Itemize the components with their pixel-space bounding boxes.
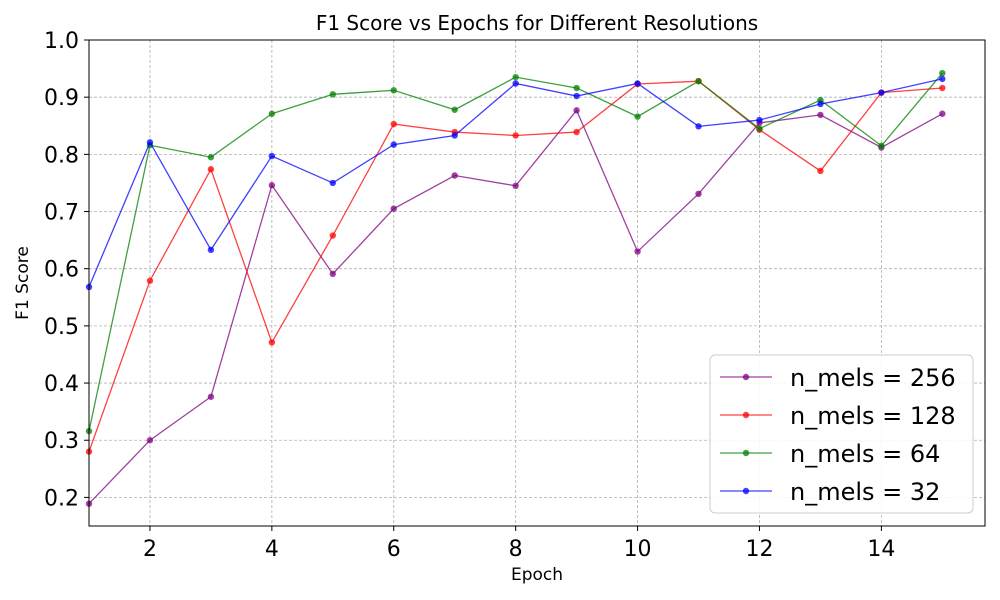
data-point	[512, 80, 519, 87]
x-axis-ticks: 2 4 6 8 10 12 14	[143, 526, 895, 562]
data-point	[451, 106, 458, 113]
series-layer	[85, 69, 946, 507]
data-point	[146, 139, 154, 146]
y-tick-label: 0.3	[44, 429, 79, 454]
data-point	[756, 116, 763, 124]
data-point	[573, 84, 580, 92]
data-point	[329, 270, 337, 278]
x-tick-label: 12	[745, 537, 773, 562]
data-point	[268, 339, 276, 346]
data-point	[573, 128, 580, 136]
y-tick-label: 0.4	[44, 372, 79, 397]
data-point	[207, 246, 215, 254]
data-point	[390, 87, 397, 94]
data-point	[390, 141, 397, 148]
legend: n_mels = 256 n_mels = 128 n_mels = 64 n_mel…	[709, 354, 974, 514]
data-point	[207, 393, 215, 400]
chart-title: F1 Score vs Epochs for Different Resolut…	[316, 11, 758, 35]
data-point	[146, 437, 154, 444]
series-n-mels-32	[85, 75, 946, 291]
data-point	[207, 166, 215, 173]
data-point	[329, 91, 337, 98]
data-point	[878, 89, 885, 96]
data-point	[695, 123, 702, 130]
data-point	[939, 84, 946, 92]
data-point	[512, 132, 519, 139]
data-point	[390, 205, 397, 212]
data-point	[817, 100, 824, 108]
legend-label: n_mels = 256	[790, 364, 956, 392]
data-point	[939, 69, 946, 77]
data-point	[573, 92, 580, 100]
x-tick-label: 2	[143, 537, 157, 562]
data-point	[329, 232, 337, 239]
data-point	[146, 277, 154, 284]
data-point	[939, 110, 946, 117]
legend-marker	[742, 373, 750, 381]
legend-marker	[742, 411, 750, 419]
data-point	[939, 75, 946, 83]
data-point	[634, 113, 641, 120]
legend-label: n_mels = 128	[790, 402, 956, 430]
data-point	[878, 142, 885, 149]
plot-area-frame	[88, 39, 986, 527]
legend-marker	[742, 487, 750, 495]
data-point	[634, 80, 641, 87]
x-tick-label: 14	[867, 537, 895, 562]
y-tick-label: 1.0	[44, 29, 79, 54]
data-point	[512, 182, 519, 189]
x-tick-label: 8	[509, 537, 523, 562]
y-tick-label: 0.2	[44, 486, 79, 511]
y-axis-label: F1 Score	[13, 246, 33, 320]
data-point	[451, 172, 458, 179]
legend-label: n_mels = 64	[790, 440, 940, 468]
series-n-mels-256	[85, 107, 946, 507]
data-point	[390, 120, 397, 128]
y-tick-label: 0.6	[44, 258, 79, 283]
legend-box	[709, 354, 974, 514]
data-point	[512, 73, 519, 81]
data-point	[207, 154, 215, 161]
data-point	[268, 182, 276, 189]
data-point	[756, 125, 763, 132]
data-point	[695, 77, 702, 85]
x-tick-label: 6	[387, 537, 401, 562]
y-tick-label: 0.7	[44, 201, 79, 226]
data-point	[329, 179, 337, 187]
y-tick-label: 0.5	[44, 315, 79, 340]
legend-label: n_mels = 32	[790, 478, 940, 506]
x-tick-label: 10	[624, 537, 652, 562]
x-axis-label: Epoch	[511, 565, 563, 585]
data-point	[268, 152, 276, 160]
data-point	[695, 190, 702, 198]
y-axis-ticks: 0.2 0.3 0.4 0.5 0.6 0.7 0.8 0.9 1.0	[44, 29, 89, 511]
data-point	[817, 167, 824, 175]
data-point	[268, 110, 276, 117]
data-point	[634, 248, 641, 255]
y-tick-label: 0.9	[44, 86, 79, 111]
legend-marker	[742, 449, 750, 457]
x-tick-label: 4	[265, 537, 279, 562]
data-point	[817, 111, 824, 119]
data-point	[573, 107, 580, 114]
data-point	[451, 132, 458, 139]
y-tick-label: 0.8	[44, 143, 79, 168]
